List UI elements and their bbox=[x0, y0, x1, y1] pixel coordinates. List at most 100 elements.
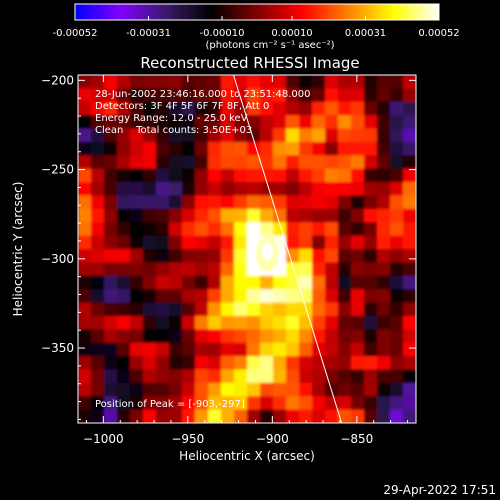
heatmap-cell bbox=[117, 302, 131, 317]
heatmap-cell bbox=[273, 75, 287, 89]
heatmap-cell bbox=[390, 275, 404, 290]
heatmap-cell bbox=[130, 101, 144, 116]
heatmap-cell bbox=[260, 302, 274, 317]
heatmap-cell bbox=[338, 409, 352, 423]
heatmap-cell bbox=[78, 262, 92, 277]
heatmap-cell bbox=[247, 88, 261, 103]
heatmap-cell bbox=[299, 329, 313, 344]
heatmap-cell bbox=[390, 356, 404, 371]
heatmap-cell bbox=[260, 182, 274, 197]
heatmap-cell bbox=[312, 155, 326, 170]
heatmap-cell bbox=[364, 155, 378, 170]
heatmap-cell bbox=[91, 409, 105, 423]
heatmap-cell bbox=[312, 101, 326, 116]
heatmap-cell bbox=[364, 88, 378, 103]
heatmap-cell bbox=[221, 155, 235, 170]
y-axis: −200 −250 −300 −350 bbox=[41, 73, 416, 420]
heatmap-cell bbox=[221, 315, 235, 330]
heatmap-cell bbox=[312, 168, 326, 183]
heatmap-cell bbox=[182, 75, 196, 89]
heatmap-cell bbox=[364, 222, 378, 237]
heatmap-cell bbox=[247, 141, 261, 156]
heatmap-cell bbox=[169, 115, 183, 130]
heatmap-cell bbox=[364, 249, 378, 263]
heatmap-cell bbox=[260, 128, 274, 143]
heatmap-cell bbox=[143, 382, 157, 397]
heatmap-cell bbox=[117, 168, 131, 183]
heatmap-cell bbox=[312, 182, 326, 197]
heatmap-cell bbox=[221, 195, 235, 210]
heatmap-cell bbox=[247, 182, 261, 197]
heatmap-cell bbox=[325, 409, 339, 423]
heatmap-cell bbox=[221, 101, 235, 116]
heatmap-cell bbox=[221, 182, 235, 197]
heatmap-cell bbox=[117, 195, 131, 210]
heatmap-cell bbox=[247, 195, 261, 210]
heatmap-cell bbox=[260, 329, 274, 344]
heatmap-cell bbox=[403, 115, 416, 130]
heatmap-cell bbox=[234, 289, 248, 304]
heatmap-cell bbox=[104, 329, 118, 344]
heatmap-cell bbox=[195, 249, 209, 263]
heatmap-cell bbox=[78, 195, 92, 210]
heatmap-cell bbox=[247, 262, 261, 277]
heatmap-cell bbox=[169, 182, 183, 197]
heatmap-cell bbox=[143, 128, 157, 143]
heatmap-cell bbox=[208, 141, 222, 156]
heatmap-cell bbox=[390, 88, 404, 103]
heatmap-cell bbox=[312, 141, 326, 156]
heatmap-cell bbox=[104, 235, 118, 250]
heatmap-cell bbox=[377, 208, 391, 223]
heatmap-cell bbox=[143, 289, 157, 304]
heatmap-cell bbox=[338, 289, 352, 304]
heatmap-cell bbox=[104, 128, 118, 143]
heatmap-cell bbox=[143, 101, 157, 116]
heatmap-cell bbox=[364, 369, 378, 384]
heatmap-cell bbox=[117, 101, 131, 116]
heatmap-cell bbox=[403, 396, 416, 411]
heatmap-cell bbox=[104, 356, 118, 371]
heatmap-cell bbox=[156, 182, 170, 197]
heatmap-cell bbox=[351, 155, 365, 170]
heatmap-cell bbox=[247, 222, 261, 237]
heatmap-cell bbox=[143, 342, 157, 357]
heatmap-cell bbox=[91, 208, 105, 223]
heatmap-cell bbox=[260, 369, 274, 384]
heatmap-cell bbox=[104, 182, 118, 197]
heatmap-cell bbox=[351, 141, 365, 156]
heatmap-cell bbox=[195, 208, 209, 223]
heatmap-cell bbox=[312, 75, 326, 89]
heatmap-cell bbox=[143, 222, 157, 237]
heatmap-cell bbox=[130, 141, 144, 156]
heatmap-cell bbox=[325, 182, 339, 197]
heatmap-cell bbox=[91, 141, 105, 156]
heatmap-cell bbox=[117, 342, 131, 357]
heatmap-cell bbox=[104, 289, 118, 304]
heatmap-cell bbox=[247, 128, 261, 143]
heatmap-cell bbox=[390, 235, 404, 250]
heatmap-cell bbox=[91, 275, 105, 290]
heatmap-cell bbox=[117, 382, 131, 397]
colorbar-gradient bbox=[74, 3, 440, 21]
heatmap-cell bbox=[156, 289, 170, 304]
heatmap-cell bbox=[208, 396, 222, 411]
heatmap-cell bbox=[156, 75, 170, 89]
heatmap-cell bbox=[78, 369, 92, 384]
heatmap-peak-core bbox=[261, 242, 274, 261]
heatmap-cell bbox=[143, 329, 157, 344]
heatmap-cell bbox=[325, 262, 339, 277]
heatmap-cell bbox=[104, 75, 118, 89]
heatmap-cell bbox=[390, 195, 404, 210]
heatmap-cell bbox=[78, 128, 92, 143]
heatmap-cell bbox=[312, 315, 326, 330]
plot-frame bbox=[77, 74, 417, 424]
heatmap-cell bbox=[325, 235, 339, 250]
heatmap-cell bbox=[273, 141, 287, 156]
heatmap-cell bbox=[130, 342, 144, 357]
heatmap-cell bbox=[156, 329, 170, 344]
heatmap-cell bbox=[91, 128, 105, 143]
heatmap-cell bbox=[403, 101, 416, 116]
heatmap-cell bbox=[403, 195, 416, 210]
heatmap-cell bbox=[78, 235, 92, 250]
heatmap-cell bbox=[403, 208, 416, 223]
